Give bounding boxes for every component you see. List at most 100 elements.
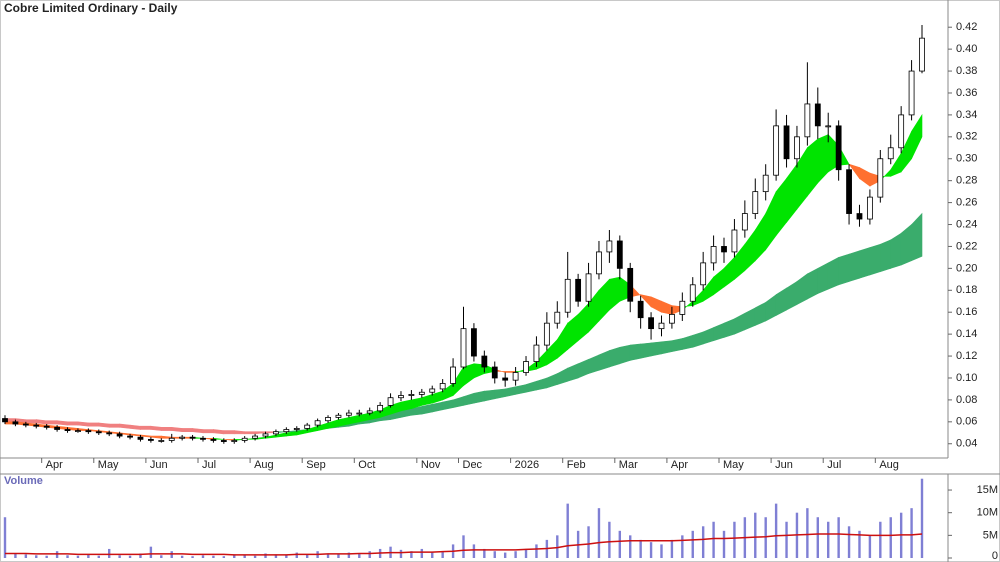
ribbon-segment	[129, 424, 141, 430]
candle-body	[794, 136, 800, 160]
volume-bar	[295, 552, 298, 558]
candle-body	[773, 125, 780, 176]
candle-body	[127, 435, 133, 438]
ribbon-segment	[171, 426, 183, 433]
x-tick-label: Sep	[306, 459, 326, 471]
candle-body	[283, 429, 290, 433]
volume-bar	[566, 503, 569, 558]
volume-bar	[201, 555, 205, 558]
x-tick-label: Jul	[202, 459, 216, 471]
volume-bar	[368, 551, 371, 558]
volume-bar	[816, 517, 819, 558]
candle-body	[783, 125, 790, 160]
candle-body	[606, 240, 613, 253]
ribbon-segment	[88, 422, 100, 427]
candle-body	[762, 174, 769, 193]
candle-body	[95, 431, 102, 434]
candle-body	[523, 361, 529, 373]
ribbon-segment	[911, 212, 923, 262]
ribbon-segment	[213, 429, 225, 435]
volume-bar	[910, 508, 913, 558]
volume-bar	[597, 508, 601, 558]
volume-bar	[97, 555, 100, 558]
candle-body	[252, 435, 258, 439]
candle-body	[418, 391, 425, 395]
volume-bar	[431, 552, 434, 558]
ribbon-segment	[848, 250, 860, 282]
volume-bar	[701, 526, 705, 558]
x-tick-label: Aug	[254, 459, 274, 471]
volume-bar	[160, 555, 163, 558]
volume-bar	[785, 521, 788, 558]
y-tick-label: 0.32	[956, 131, 977, 143]
volume-bar	[222, 556, 226, 558]
volume-tick-label: 0	[992, 550, 998, 562]
candle-body	[116, 433, 123, 437]
candle-body	[356, 412, 363, 415]
volume-bar	[639, 539, 642, 558]
volume-bar	[35, 555, 38, 558]
volume-bar	[712, 521, 715, 558]
candle-body	[866, 196, 873, 220]
candle-body	[314, 420, 321, 426]
candle-body	[721, 246, 727, 253]
volume-bar	[399, 549, 403, 558]
candle-body	[835, 125, 842, 171]
candle-body	[2, 418, 8, 423]
candle-body	[179, 436, 186, 439]
volume-bar	[608, 521, 611, 558]
ribbon-segment	[161, 427, 173, 431]
candle-body	[210, 438, 217, 441]
volume-bar	[149, 546, 153, 558]
ribbon-segment	[25, 419, 37, 424]
candle-body	[450, 366, 456, 384]
volume-bar	[108, 548, 111, 558]
volume-bar	[827, 521, 830, 558]
volume-bar	[462, 535, 465, 558]
x-tick-label: May	[98, 459, 119, 471]
x-tick-label: Mar	[619, 459, 638, 471]
candle-body	[460, 328, 467, 368]
y-tick-label: 0.36	[956, 87, 977, 99]
volume-bar	[410, 551, 413, 558]
volume-label: Volume	[4, 475, 43, 487]
volume-bar	[305, 554, 309, 558]
ribbon-segment	[192, 428, 204, 434]
candle-body	[512, 372, 519, 381]
ribbon-segment	[640, 342, 652, 359]
volume-tick-label: 10M	[977, 507, 998, 519]
y-tick-label: 0.34	[956, 109, 977, 121]
ribbon-segment	[869, 243, 881, 276]
x-tick-label: Jul	[827, 459, 841, 471]
candle-body	[64, 429, 71, 431]
candle-body	[856, 213, 863, 220]
axes: 0.04 0.06 0.08 0.10 0.12 0.14 0.16 0.18 0.20 0.22…	[41, 21, 998, 562]
candle-body	[502, 377, 509, 381]
volume-bar	[66, 555, 69, 558]
volume-bar	[180, 555, 184, 558]
ribbon-segment	[473, 390, 485, 404]
volume-bar	[274, 554, 278, 558]
candle-body	[168, 437, 175, 441]
ribbon-segment	[286, 431, 298, 437]
ribbon-segment	[807, 267, 819, 300]
volume-bar	[472, 544, 476, 558]
candle-body	[345, 412, 352, 416]
x-tick-label: Jun	[150, 459, 168, 471]
x-tick-label: Feb	[567, 459, 586, 471]
volume-bar	[87, 554, 90, 558]
volume-bar	[806, 508, 809, 558]
ribbon-segment	[817, 262, 829, 295]
y-tick-label: 0.40	[956, 43, 977, 55]
volume-bar	[191, 556, 194, 558]
candle-body	[106, 432, 113, 435]
x-tick-label: Jun	[775, 459, 793, 471]
y-tick-label: 0.30	[956, 153, 977, 165]
volume-bar	[358, 553, 361, 558]
candle-body	[919, 37, 925, 72]
ribbon-segment	[619, 344, 631, 365]
candle-body	[273, 431, 279, 435]
volume-bar	[847, 526, 851, 558]
x-tick-label: Nov	[421, 459, 441, 471]
